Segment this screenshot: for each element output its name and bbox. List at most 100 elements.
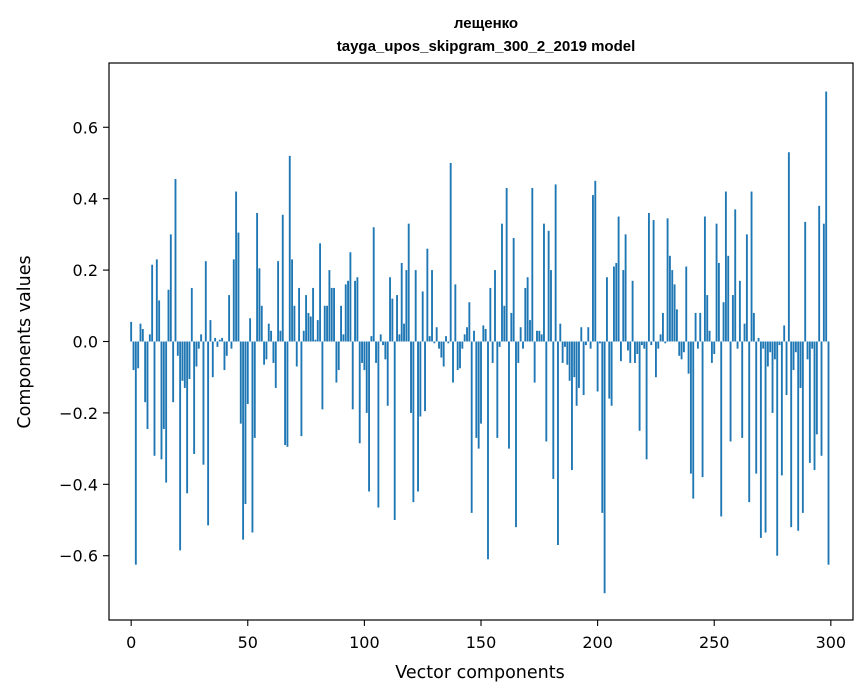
bar [377, 341, 380, 508]
bar [512, 237, 515, 342]
bar [319, 243, 322, 342]
bar [456, 341, 459, 371]
bar [340, 305, 342, 342]
bar [263, 341, 266, 365]
bar [559, 323, 562, 342]
bar [580, 327, 583, 342]
bar [398, 334, 401, 342]
bar [391, 298, 394, 342]
bar [769, 341, 772, 353]
bar [773, 341, 776, 360]
bar [186, 341, 189, 494]
bar [253, 341, 256, 438]
bar [629, 341, 632, 363]
bar [755, 341, 758, 474]
bar [622, 270, 625, 342]
bar [729, 341, 732, 442]
bar [337, 341, 340, 371]
bar [731, 295, 734, 342]
bar [640, 341, 643, 346]
bar [386, 341, 389, 406]
bar [321, 341, 324, 410]
bar [393, 341, 396, 521]
bar [181, 341, 184, 381]
bar [687, 341, 690, 374]
bar [295, 341, 298, 367]
bar [603, 341, 606, 594]
y-axis-ticks: −0.6 −0.4 −0.2 0.0 0.2 0.4 0.6 [59, 118, 109, 566]
bar [183, 341, 186, 388]
bar [575, 341, 578, 406]
bar [510, 312, 513, 342]
bar [501, 223, 503, 342]
bar [652, 220, 655, 342]
bar [547, 230, 550, 342]
bar [645, 341, 648, 460]
bar [685, 266, 688, 342]
bar [561, 341, 564, 363]
x-axis-ticks: 0 50 100 150 200 250 300 [126, 620, 846, 652]
bar [668, 255, 671, 342]
bar [440, 341, 443, 358]
bar [818, 205, 821, 342]
bar [172, 341, 175, 403]
bar [596, 341, 599, 392]
bar [307, 312, 310, 342]
bar [624, 234, 627, 342]
bar [384, 341, 387, 360]
bar [508, 341, 510, 449]
bar [671, 270, 674, 342]
bar [494, 270, 496, 342]
bar [692, 341, 695, 499]
bar [300, 341, 303, 437]
plot-frame [108, 62, 854, 621]
bar [235, 191, 238, 342]
bar [179, 341, 182, 551]
bar [314, 339, 317, 342]
bar [759, 341, 762, 538]
bar [351, 341, 354, 410]
bar [316, 320, 319, 342]
bar [552, 341, 555, 479]
bar [601, 341, 604, 513]
bar [610, 341, 613, 406]
bar [298, 287, 301, 342]
bar [701, 341, 704, 478]
bar [249, 318, 252, 342]
bar [328, 270, 331, 342]
bar [608, 341, 611, 399]
bar [323, 305, 326, 342]
bar [636, 341, 639, 354]
bar [568, 341, 571, 381]
x-tick-label: 100 [349, 633, 380, 652]
bar [445, 336, 447, 342]
bar [237, 232, 240, 342]
bar [281, 214, 284, 342]
y-tick-label: 0.0 [73, 333, 98, 352]
bar [797, 341, 800, 531]
bar [790, 341, 793, 528]
bar [368, 341, 370, 492]
y-tick-label: −0.6 [59, 547, 98, 566]
bar [678, 341, 681, 356]
x-tick-label: 250 [699, 633, 730, 652]
bar [627, 341, 629, 351]
bar [524, 287, 527, 342]
bar [405, 270, 408, 342]
bar [710, 341, 713, 363]
bar [274, 341, 277, 388]
bar [193, 341, 196, 454]
bar [244, 341, 247, 504]
bar [435, 327, 438, 342]
bar [650, 341, 653, 346]
bar [724, 191, 727, 342]
bar [326, 305, 329, 342]
bar [158, 300, 161, 342]
bar [538, 330, 541, 342]
bar [354, 280, 356, 342]
bar [463, 334, 466, 342]
bar [288, 155, 291, 342]
bar [799, 341, 802, 388]
bar [659, 334, 662, 342]
bar [489, 287, 492, 342]
